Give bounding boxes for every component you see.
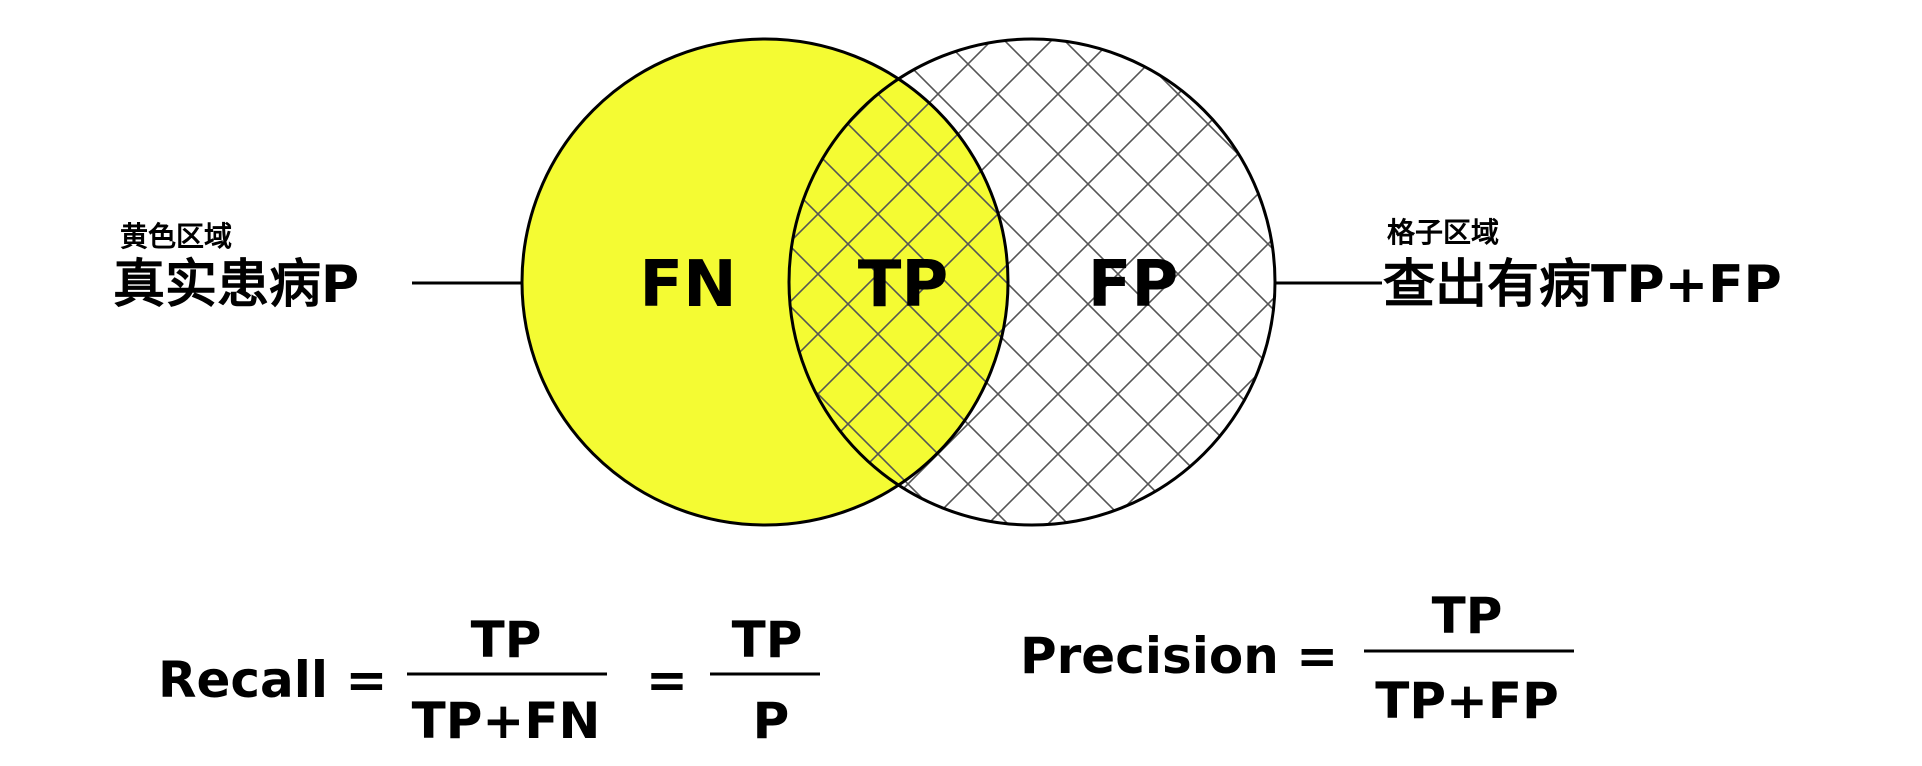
predicted-positive-label: 查出有病TP+FP: [1383, 255, 1782, 315]
recall-denominator-1: TP+FN: [412, 692, 601, 750]
recall-numerator-1: TP: [471, 611, 542, 669]
fp-region-label: FP: [1088, 248, 1179, 322]
recall-equals: =: [646, 651, 688, 709]
fn-region-label: FN: [639, 248, 736, 322]
grid-area-caption: 格子区域: [1387, 216, 1499, 249]
precision-denominator: TP+FP: [1375, 672, 1558, 730]
recall-name: Recall =: [158, 651, 387, 709]
yellow-area-caption: 黄色区域: [120, 220, 232, 253]
recall-denominator-2: P: [753, 692, 790, 750]
precision-numerator: TP: [1432, 587, 1503, 645]
tp-region-label: TP: [858, 248, 949, 322]
recall-numerator-2: TP: [732, 611, 803, 669]
actual-positive-label: 真实患病P: [113, 255, 359, 315]
predicted-positive-circle: [789, 39, 1275, 525]
precision-name: Precision =: [1020, 627, 1338, 685]
